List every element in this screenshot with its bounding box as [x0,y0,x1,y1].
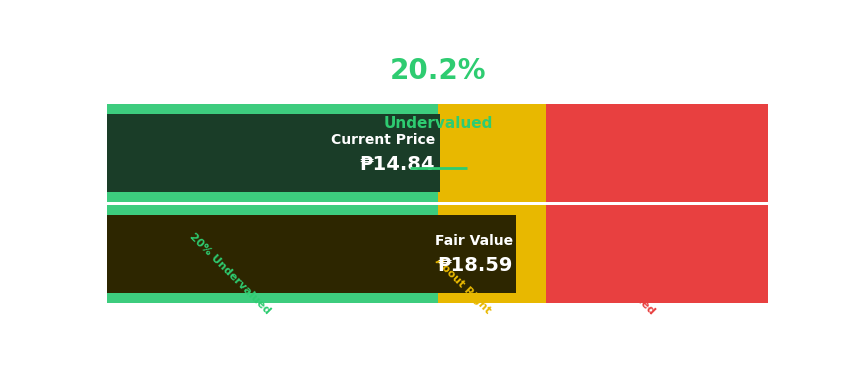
Bar [106,114,440,192]
Text: Undervalued: Undervalued [383,116,492,131]
Bar [106,104,438,202]
Bar [545,104,767,202]
Text: 20% Overvalued: 20% Overvalued [578,237,656,316]
Bar [438,104,545,202]
Text: ₱18.59: ₱18.59 [437,256,512,275]
Text: Current Price: Current Price [331,133,435,147]
Text: Fair Value: Fair Value [435,234,512,248]
Bar [545,205,767,303]
Text: 20.2%: 20.2% [389,57,486,85]
Bar [106,215,515,293]
Text: About Right: About Right [432,256,492,316]
Bar [438,205,545,303]
Text: ₱14.84: ₱14.84 [360,155,435,174]
Text: 20% Undervalued: 20% Undervalued [187,231,273,316]
Bar [106,205,438,303]
